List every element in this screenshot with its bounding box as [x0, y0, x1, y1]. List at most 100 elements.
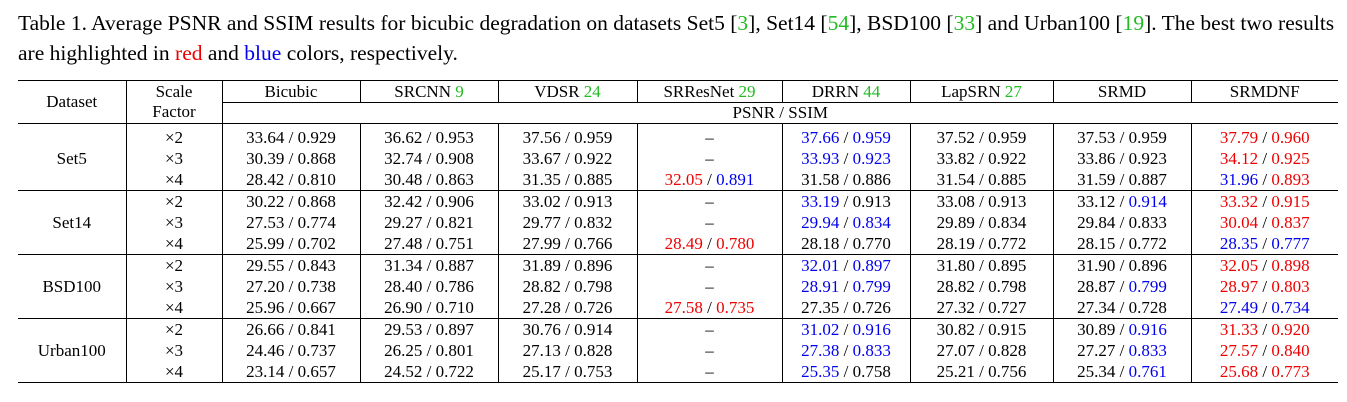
ssim-value: 0.735 — [716, 297, 755, 317]
psnr-value: 37.66 — [801, 127, 840, 147]
psnr-value: 25.96 — [246, 297, 285, 317]
ssim-value: 0.833 — [1128, 340, 1167, 360]
ssim-value: 0.959 — [1128, 127, 1167, 147]
ssim-value: 0.897 — [435, 319, 474, 339]
caption-red-word: red — [175, 41, 203, 65]
psnr-value: 29.27 — [384, 212, 423, 232]
psnr-value: 31.96 — [1219, 169, 1259, 189]
ssim-value: 0.702 — [297, 233, 336, 253]
header-metric: PSNR / SSIM — [221, 102, 1338, 124]
value-separator: / — [839, 340, 853, 360]
table-row: ×3 30.39 / 0.868 32.74 / 0.908 33.67 / 0.92… — [18, 148, 1338, 169]
result-cell: – — [636, 148, 782, 169]
result-cell: 27.38 / 0.833 — [781, 340, 910, 361]
ssim-value: 0.863 — [435, 169, 474, 189]
ssim-value: 0.898 — [1271, 255, 1310, 275]
result-cell: 27.27 / 0.833 — [1052, 340, 1191, 361]
citation-link[interactable]: 33 — [953, 11, 976, 35]
ssim-value: 0.772 — [1128, 233, 1167, 253]
result-cell: 29.55 / 0.843 — [221, 254, 360, 276]
psnr-value: – — [705, 212, 714, 232]
result-cell: 27.07 / 0.828 — [909, 340, 1053, 361]
psnr-value: 33.02 — [522, 191, 561, 211]
psnr-value: 31.90 — [1077, 255, 1116, 275]
result-cell: 30.22 / 0.868 — [221, 190, 360, 212]
result-cell: 31.80 / 0.895 — [909, 254, 1053, 276]
citation-link[interactable]: 54 — [827, 11, 850, 35]
value-separator: / — [422, 276, 436, 296]
psnr-value: 28.15 — [1077, 233, 1116, 253]
result-cell: 25.68 / 0.773 — [1190, 361, 1338, 383]
psnr-value: 27.35 — [801, 297, 840, 317]
result-cell: 37.56 / 0.959 — [497, 127, 637, 148]
result-cell: 25.35 / 0.758 — [781, 361, 910, 383]
ssim-value: 0.915 — [988, 319, 1027, 339]
psnr-value: 31.33 — [1219, 319, 1259, 339]
scale-factor: ×4 — [125, 169, 222, 191]
value-separator: / — [974, 319, 989, 339]
citation-link[interactable]: 29 — [738, 81, 756, 101]
citation-link[interactable]: 27 — [1004, 81, 1022, 101]
value-separator: / — [839, 148, 853, 168]
value-separator: / — [839, 233, 853, 253]
citation-link[interactable]: 9 — [455, 81, 464, 101]
ssim-value: 0.727 — [988, 297, 1027, 317]
ssim-value: 0.798 — [988, 276, 1027, 296]
ssim-value: 0.929 — [297, 127, 336, 147]
psnr-value: 24.52 — [384, 361, 423, 381]
psnr-value: 29.77 — [522, 212, 561, 232]
value-separator: / — [974, 169, 989, 189]
result-cell: 28.82 / 0.798 — [497, 276, 637, 297]
psnr-value: 31.35 — [522, 169, 561, 189]
value-separator: / — [839, 255, 853, 275]
header-dataset: Dataset — [18, 80, 126, 124]
value-separator: / — [422, 127, 436, 147]
value-separator: / — [702, 297, 717, 317]
table-row: Set14 ×2 30.22 / 0.868 32.42 / 0.906 33.02 /… — [18, 190, 1338, 255]
citation-link[interactable]: 24 — [583, 81, 601, 101]
psnr-value: 28.91 — [801, 276, 840, 296]
ssim-value: 0.916 — [852, 319, 891, 339]
citation-link[interactable]: 19 — [1122, 11, 1145, 35]
caption-text: ], BSD100 [ — [849, 11, 954, 35]
ssim-value: 0.810 — [297, 169, 336, 189]
value-separator: / — [839, 212, 853, 232]
citation-link[interactable]: 3 — [737, 11, 749, 35]
result-cell: 31.59 / 0.887 — [1052, 169, 1191, 191]
result-cell: 31.33 / 0.920 — [1190, 318, 1338, 340]
dataset-name: BSD100 — [18, 254, 126, 319]
header-method: SRResNet 29 — [636, 80, 782, 103]
value-separator: / — [1258, 361, 1272, 381]
result-cell: 32.74 / 0.908 — [359, 148, 498, 169]
psnr-value: 27.34 — [1077, 297, 1116, 317]
citation-link[interactable]: 44 — [863, 81, 881, 101]
result-cell: 31.89 / 0.896 — [497, 254, 637, 276]
psnr-value: 31.02 — [801, 319, 840, 339]
result-cell: 36.62 / 0.953 — [359, 127, 498, 148]
psnr-value: – — [705, 255, 714, 275]
caption-text: Table 1. Average PSNR and SSIM results f… — [18, 11, 738, 35]
table-row: Set5 ×2 33.64 / 0.929 36.62 / 0.953 37.56 / … — [18, 127, 1338, 191]
ssim-value: 0.799 — [1128, 276, 1167, 296]
result-cell: 31.34 / 0.887 — [359, 254, 498, 276]
value-separator: / — [422, 191, 436, 211]
psnr-value: 37.56 — [522, 127, 561, 147]
ssim-value: 0.893 — [1271, 169, 1310, 189]
psnr-value: 27.53 — [246, 212, 285, 232]
result-cell: 30.48 / 0.863 — [359, 169, 498, 191]
ssim-value: 0.780 — [716, 233, 755, 253]
ssim-value: 0.840 — [1271, 340, 1310, 360]
result-cell: 37.52 / 0.959 — [909, 127, 1053, 148]
ssim-value: 0.923 — [852, 148, 891, 168]
psnr-value: – — [705, 319, 714, 339]
ssim-value: 0.885 — [574, 169, 613, 189]
ssim-value: 0.756 — [988, 361, 1027, 381]
table-row: ×3 24.46 / 0.737 26.25 / 0.801 27.13 / 0.82… — [18, 340, 1338, 361]
ssim-value: 0.773 — [1271, 361, 1310, 381]
ssim-value: 0.895 — [988, 255, 1027, 275]
psnr-value: 27.28 — [522, 297, 561, 317]
ssim-value: 0.801 — [435, 340, 474, 360]
psnr-value: 32.05 — [1219, 255, 1259, 275]
value-separator: / — [284, 148, 298, 168]
value-separator: / — [422, 255, 436, 275]
